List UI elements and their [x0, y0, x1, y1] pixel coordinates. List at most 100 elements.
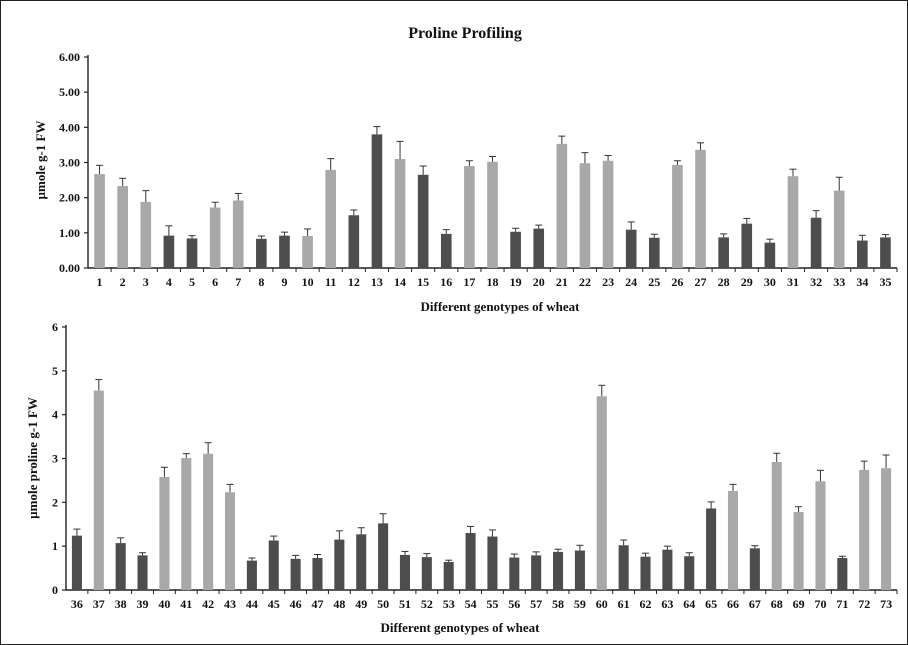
x-axis-label: Different genotypes of wheat [421, 299, 581, 314]
bar [209, 207, 221, 268]
category-label: 33 [833, 275, 845, 289]
y-tick-label: 5 [52, 364, 58, 378]
bar [93, 390, 104, 590]
bar [837, 558, 848, 590]
category-label: 51 [399, 597, 411, 611]
y-tick-label: 4.00 [59, 120, 80, 134]
category-label: 64 [683, 597, 695, 611]
bar [815, 481, 826, 590]
category-label: 39 [137, 597, 149, 611]
bar [137, 555, 148, 590]
y-tick-label: 2 [52, 495, 58, 509]
category-label: 13 [371, 275, 383, 289]
category-label: 22 [579, 275, 591, 289]
category-label: 52 [421, 597, 433, 611]
category-label: 73 [880, 597, 892, 611]
bar [421, 557, 432, 590]
bar [640, 556, 651, 590]
category-label: 24 [625, 275, 637, 289]
category-label: 47 [311, 597, 323, 611]
category-label: 31 [787, 275, 799, 289]
bar [256, 238, 267, 268]
category-label: 15 [417, 275, 429, 289]
bar [325, 169, 337, 268]
bar [279, 235, 290, 268]
bar [163, 235, 175, 268]
bar [857, 240, 868, 268]
category-label: 17 [463, 275, 475, 289]
category-label: 57 [530, 597, 542, 611]
category-label: 71 [836, 597, 848, 611]
category-label: 8 [258, 275, 264, 289]
bar [787, 176, 799, 268]
category-label: 55 [486, 597, 498, 611]
bar [302, 235, 313, 268]
category-label: 18 [487, 275, 499, 289]
category-label: 2 [120, 275, 126, 289]
category-label: 68 [771, 597, 783, 611]
category-label: 9 [281, 275, 287, 289]
bar [487, 161, 498, 268]
y-tick-label: 5.00 [59, 85, 80, 99]
category-label: 63 [661, 597, 673, 611]
bar [115, 543, 126, 590]
bar [596, 396, 607, 590]
category-label: 38 [115, 597, 127, 611]
category-label: 54 [465, 597, 477, 611]
bar [749, 548, 760, 590]
bar [509, 557, 520, 590]
category-label: 62 [640, 597, 652, 611]
bar [741, 223, 753, 268]
bar [94, 174, 105, 268]
bar [684, 556, 695, 590]
category-label: 56 [508, 597, 520, 611]
top-chart: Proline Profiling µmole g-1 FW Different… [33, 25, 898, 314]
category-label: 4 [166, 275, 172, 289]
y-tick-label: 3.00 [59, 156, 80, 170]
category-label: 6 [212, 275, 218, 289]
bar [348, 215, 360, 268]
category-label: 32 [810, 275, 822, 289]
bar [399, 554, 410, 590]
category-label: 10 [302, 275, 314, 289]
bar [465, 533, 476, 590]
y-tick-label: 1.00 [59, 226, 80, 240]
bar [556, 143, 568, 268]
category-label: 36 [71, 597, 83, 611]
bar [117, 186, 128, 268]
category-label: 45 [268, 597, 280, 611]
category-label: 41 [180, 597, 192, 611]
category-label: 42 [202, 597, 214, 611]
bar [203, 453, 214, 590]
bar [464, 166, 475, 268]
bar [764, 242, 776, 268]
bar [771, 462, 782, 590]
category-label: 43 [224, 597, 236, 611]
bar [232, 200, 244, 268]
bar [140, 201, 152, 268]
bar [579, 163, 591, 268]
category-label: 7 [235, 275, 241, 289]
category-label: 35 [879, 275, 891, 289]
bar [553, 551, 564, 590]
category-label: 11 [325, 275, 336, 289]
category-label: 49 [355, 597, 367, 611]
bar [648, 237, 660, 268]
bar [662, 549, 673, 590]
bar [727, 490, 739, 590]
category-label: 66 [727, 597, 739, 611]
category-label: 16 [440, 275, 452, 289]
category-label: 58 [552, 597, 564, 611]
category-label: 12 [348, 275, 360, 289]
category-label: 23 [602, 275, 614, 289]
bar [510, 231, 521, 268]
bar [618, 545, 629, 590]
bar [718, 237, 729, 268]
bar [706, 508, 717, 590]
category-label: 59 [574, 597, 586, 611]
category-label: 34 [856, 275, 868, 289]
bar [356, 534, 367, 590]
category-label: 26 [671, 275, 683, 289]
category-label: 50 [377, 597, 389, 611]
